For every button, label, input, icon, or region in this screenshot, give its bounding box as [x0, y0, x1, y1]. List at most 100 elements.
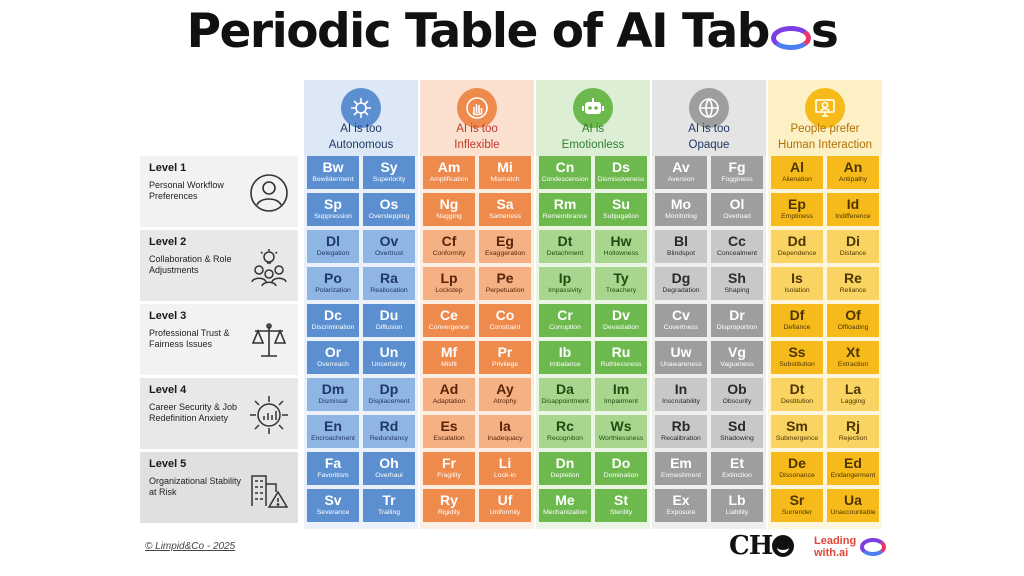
element-cell[interactable]: Ry Rigidity	[423, 489, 475, 522]
element-cell[interactable]: Uf Uniformity	[479, 489, 531, 522]
element-cell[interactable]: Sy Superiority	[363, 156, 415, 189]
element-cell[interactable]: Tr Trailing	[363, 489, 415, 522]
element-cell[interactable]: Cv Covertness	[655, 304, 707, 337]
element-cell[interactable]: Df Defiance	[771, 304, 823, 337]
element-cell[interactable]: Sa Sameness	[479, 193, 531, 226]
element-cell[interactable]: Pe Perpetuation	[479, 267, 531, 300]
element-cell[interactable]: Dg Degradation	[655, 267, 707, 300]
element-cell[interactable]: Dt Detachment	[539, 230, 591, 263]
element-cell[interactable]: Eg Exaggeration	[479, 230, 531, 263]
element-cell[interactable]: Li Lock-in	[479, 452, 531, 485]
element-cell[interactable]: Dc Discrimination	[307, 304, 359, 337]
element-cell[interactable]: Cn Condescension	[539, 156, 591, 189]
element-cell[interactable]: Ia Inadequacy	[479, 415, 531, 448]
element-cell[interactable]: Ds Dismissiveness	[595, 156, 647, 189]
element-cell[interactable]: Bw Bewilderment	[307, 156, 359, 189]
element-cell[interactable]: Ol Overload	[711, 193, 763, 226]
element-cell[interactable]: Du Diffusion	[363, 304, 415, 337]
element-cell[interactable]: Un Uncertainty	[363, 341, 415, 374]
element-cell[interactable]: St Sterility	[595, 489, 647, 522]
element-cell[interactable]: Cc Concealment	[711, 230, 763, 263]
element-cell[interactable]: Uw Unawareness	[655, 341, 707, 374]
copyright-link[interactable]: © Limpid&Co - 2025	[145, 541, 236, 552]
element-cell[interactable]: Ex Exposure	[655, 489, 707, 522]
element-cell[interactable]: Ua Unaccountable	[827, 489, 879, 522]
element-cell[interactable]: Or Overreach	[307, 341, 359, 374]
element-cell[interactable]: Vg Vagueness	[711, 341, 763, 374]
element-cell[interactable]: Cf Conformity	[423, 230, 475, 263]
element-cell[interactable]: Co Constraint	[479, 304, 531, 337]
element-cell[interactable]: Dn Depletion	[539, 452, 591, 485]
element-cell[interactable]: Sp Suppression	[307, 193, 359, 226]
element-cell[interactable]: Sd Shadowing	[711, 415, 763, 448]
element-cell[interactable]: Av Aversion	[655, 156, 707, 189]
element-cell[interactable]: Is Isolation	[771, 267, 823, 300]
element-cell[interactable]: Dl Delegation	[307, 230, 359, 263]
element-cell[interactable]: Re Reliance	[827, 267, 879, 300]
element-cell[interactable]: Id Indifference	[827, 193, 879, 226]
element-cell[interactable]: Ss Substitution	[771, 341, 823, 374]
element-cell[interactable]: Mo Monitoring	[655, 193, 707, 226]
element-cell[interactable]: Xt Extraction	[827, 341, 879, 374]
element-cell[interactable]: Ws Worthlessness	[595, 415, 647, 448]
element-cell[interactable]: En Encroachment	[307, 415, 359, 448]
element-cell[interactable]: Da Disappointment	[539, 378, 591, 411]
element-cell[interactable]: In Inscrutability	[655, 378, 707, 411]
element-cell[interactable]: Po Polarization	[307, 267, 359, 300]
element-cell[interactable]: Dp Displacement	[363, 378, 415, 411]
element-cell[interactable]: Me Mechanization	[539, 489, 591, 522]
element-cell[interactable]: Fa Favoritism	[307, 452, 359, 485]
element-cell[interactable]: Lp Lockstep	[423, 267, 475, 300]
element-cell[interactable]: Ra Reallocation	[363, 267, 415, 300]
element-cell[interactable]: Rj Rejection	[827, 415, 879, 448]
element-cell[interactable]: Fr Fragility	[423, 452, 475, 485]
element-cell[interactable]: Os Overstepping	[363, 193, 415, 226]
element-cell[interactable]: Ay Atrophy	[479, 378, 531, 411]
element-cell[interactable]: Of Offloading	[827, 304, 879, 337]
element-cell[interactable]: Dd Dependence	[771, 230, 823, 263]
element-cell[interactable]: Ip Impassivity	[539, 267, 591, 300]
element-cell[interactable]: Cr Corruption	[539, 304, 591, 337]
element-cell[interactable]: Im Impairment	[595, 378, 647, 411]
element-cell[interactable]: Fg Fogginess	[711, 156, 763, 189]
element-cell[interactable]: Hw Hollowness	[595, 230, 647, 263]
element-cell[interactable]: Dm Dismissal	[307, 378, 359, 411]
element-cell[interactable]: De Dissonance	[771, 452, 823, 485]
element-cell[interactable]: Rb Recalibration	[655, 415, 707, 448]
element-cell[interactable]: Rd Redundancy	[363, 415, 415, 448]
element-cell[interactable]: Sv Severance	[307, 489, 359, 522]
element-cell[interactable]: Ep Emptiness	[771, 193, 823, 226]
element-cell[interactable]: Am Amplification	[423, 156, 475, 189]
element-cell[interactable]: Mf Misfit	[423, 341, 475, 374]
element-cell[interactable]: Et Extinction	[711, 452, 763, 485]
element-cell[interactable]: Em Enmeshment	[655, 452, 707, 485]
element-cell[interactable]: La Lagging	[827, 378, 879, 411]
element-cell[interactable]: Di Distance	[827, 230, 879, 263]
element-cell[interactable]: Pr Privilege	[479, 341, 531, 374]
element-cell[interactable]: Ty Treachery	[595, 267, 647, 300]
element-cell[interactable]: Ob Obscurity	[711, 378, 763, 411]
element-cell[interactable]: Sh Shaping	[711, 267, 763, 300]
element-cell[interactable]: Do Domination	[595, 452, 647, 485]
element-cell[interactable]: Ed Endangerment	[827, 452, 879, 485]
element-cell[interactable]: Dv Devastation	[595, 304, 647, 337]
element-cell[interactable]: Dt Destitution	[771, 378, 823, 411]
element-cell[interactable]: Sr Surrender	[771, 489, 823, 522]
element-cell[interactable]: Ov Overtrust	[363, 230, 415, 263]
element-cell[interactable]: Rc Recognition	[539, 415, 591, 448]
element-cell[interactable]: Ib Imbalance	[539, 341, 591, 374]
element-cell[interactable]: Oh Overhaul	[363, 452, 415, 485]
element-cell[interactable]: Al Alienation	[771, 156, 823, 189]
element-cell[interactable]: Ce Convergence	[423, 304, 475, 337]
element-cell[interactable]: Ad Adaptation	[423, 378, 475, 411]
element-cell[interactable]: Ru Ruthlessness	[595, 341, 647, 374]
element-cell[interactable]: Su Subjugation	[595, 193, 647, 226]
element-cell[interactable]: Rm Remembrance	[539, 193, 591, 226]
element-cell[interactable]: Dr Disproportion	[711, 304, 763, 337]
element-cell[interactable]: Sm Submergence	[771, 415, 823, 448]
element-cell[interactable]: Ng Nagging	[423, 193, 475, 226]
element-cell[interactable]: Mi Mismatch	[479, 156, 531, 189]
element-cell[interactable]: An Antipathy	[827, 156, 879, 189]
element-cell[interactable]: Es Escalation	[423, 415, 475, 448]
element-cell[interactable]: Lb Liability	[711, 489, 763, 522]
